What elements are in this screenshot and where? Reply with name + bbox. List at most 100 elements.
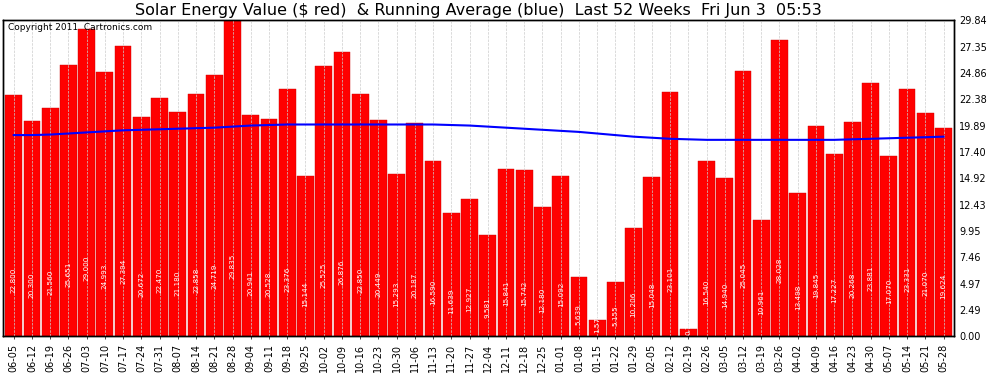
Bar [351, 94, 368, 336]
Bar [388, 174, 405, 336]
Text: 9.581: 9.581 [485, 297, 491, 318]
Text: 5.155: 5.155 [613, 306, 619, 326]
Text: 15.293: 15.293 [394, 282, 400, 307]
Text: 22.850: 22.850 [357, 267, 363, 292]
Text: 25.045: 25.045 [740, 263, 746, 288]
Text: 21.070: 21.070 [923, 271, 929, 296]
Text: 15.742: 15.742 [521, 281, 528, 306]
Bar [461, 200, 478, 336]
Bar [789, 194, 806, 336]
Title: Solar Energy Value ($ red)  & Running Average (blue)  Last 52 Weeks  Fri Jun 3  : Solar Energy Value ($ red) & Running Ave… [136, 3, 822, 18]
Text: 21.560: 21.560 [48, 270, 53, 295]
Bar [224, 20, 241, 336]
Bar [844, 122, 860, 336]
Text: 12.927: 12.927 [466, 286, 472, 312]
Text: 23.376: 23.376 [284, 266, 290, 292]
Text: 23.101: 23.101 [667, 267, 673, 292]
Bar [607, 282, 624, 336]
Bar [315, 66, 332, 336]
Text: 19.624: 19.624 [940, 273, 946, 299]
Text: 11.639: 11.639 [448, 289, 454, 314]
Bar [96, 72, 113, 336]
Text: 20.941: 20.941 [248, 271, 253, 296]
Bar [516, 170, 533, 336]
Text: 25.525: 25.525 [321, 262, 327, 288]
Text: 22.800: 22.800 [11, 267, 17, 293]
Bar [279, 89, 296, 336]
Bar [680, 329, 697, 336]
Bar [115, 46, 132, 336]
Text: 20.672: 20.672 [139, 272, 145, 297]
Bar [243, 114, 259, 336]
Bar [880, 156, 897, 336]
Text: 23.331: 23.331 [904, 266, 910, 292]
Bar [626, 228, 642, 336]
Text: 24.993: 24.993 [102, 263, 108, 289]
Text: 29.835: 29.835 [230, 254, 236, 279]
Text: 22.858: 22.858 [193, 267, 199, 292]
Text: 26.876: 26.876 [339, 260, 345, 285]
Bar [370, 120, 387, 336]
Bar [771, 39, 788, 336]
Bar [570, 276, 587, 336]
Text: 1.577: 1.577 [594, 312, 600, 333]
Text: 5.639: 5.639 [576, 305, 582, 326]
Bar [425, 160, 442, 336]
Text: 10.961: 10.961 [758, 290, 764, 315]
Text: 15.048: 15.048 [648, 282, 654, 308]
Bar [661, 92, 678, 336]
Text: 20.300: 20.300 [29, 272, 35, 297]
Bar [498, 168, 515, 336]
Bar [479, 235, 496, 336]
Bar [698, 161, 715, 336]
Text: 25.651: 25.651 [65, 262, 71, 287]
Bar [735, 71, 751, 336]
Text: 12.180: 12.180 [540, 288, 545, 313]
Bar [899, 89, 916, 336]
Text: 17.070: 17.070 [886, 278, 892, 304]
Bar [826, 154, 842, 336]
Bar [133, 117, 149, 336]
Bar [936, 129, 952, 336]
Text: 17.227: 17.227 [832, 278, 838, 303]
Text: 15.144: 15.144 [302, 282, 309, 308]
Text: 23.881: 23.881 [867, 266, 873, 291]
Bar [644, 177, 660, 336]
Bar [407, 123, 423, 336]
Bar [5, 95, 22, 336]
Bar [334, 52, 350, 336]
Text: 15.841: 15.841 [503, 280, 509, 306]
Bar [862, 83, 879, 336]
Text: 29.000: 29.000 [83, 256, 90, 281]
Text: 16.590: 16.590 [430, 279, 436, 304]
Bar [443, 213, 459, 336]
Bar [297, 176, 314, 336]
Bar [589, 320, 606, 336]
Bar [717, 178, 734, 336]
Text: 13.498: 13.498 [795, 285, 801, 310]
Bar [78, 29, 95, 336]
Text: 27.394: 27.394 [120, 259, 126, 284]
Bar [42, 108, 58, 336]
Bar [552, 177, 569, 336]
Text: 14.940: 14.940 [722, 282, 728, 308]
Bar [60, 64, 77, 336]
Bar [534, 207, 550, 336]
Bar [206, 75, 223, 336]
Text: 22.470: 22.470 [156, 268, 162, 293]
Text: 24.719: 24.719 [211, 264, 217, 289]
Bar [752, 220, 769, 336]
Text: 10.206: 10.206 [631, 291, 637, 317]
Bar [917, 113, 934, 336]
Text: 21.180: 21.180 [175, 270, 181, 296]
Bar [188, 94, 204, 336]
Text: Copyright 2011  Cartronics.com: Copyright 2011 Cartronics.com [8, 24, 151, 33]
Text: 16.540: 16.540 [704, 279, 710, 305]
Text: 0.707: 0.707 [685, 314, 691, 335]
Text: 28.028: 28.028 [776, 257, 782, 283]
Text: 20.528: 20.528 [266, 272, 272, 297]
Text: 20.187: 20.187 [412, 272, 418, 298]
Bar [151, 98, 168, 336]
Text: 15.092: 15.092 [557, 282, 563, 308]
Bar [808, 126, 825, 336]
